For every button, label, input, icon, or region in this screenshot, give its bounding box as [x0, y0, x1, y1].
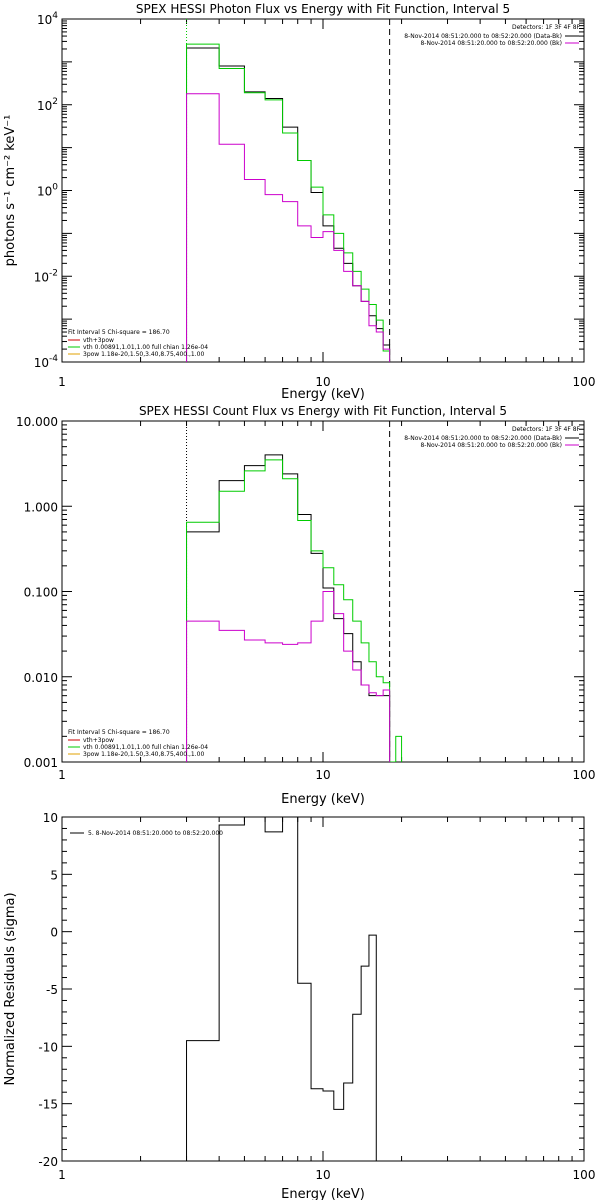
- series-3pow: [186, 591, 391, 762]
- legend-entry: 8-Nov-2014 08:51:20.000 to 08:52:20.000 …: [404, 435, 562, 442]
- series-vth+3pow: [186, 43, 391, 362]
- y-tick-label: 0.010: [24, 671, 58, 685]
- legend-title: Detectors: 1F 3F 4F 8F: [512, 426, 581, 433]
- fit-legend-entry: vth+3pow: [83, 337, 114, 344]
- y-tick-label: -20: [38, 1155, 58, 1169]
- x-tick-label: 100: [573, 768, 596, 782]
- fit-legend-entry: vth 0.00891,1.01,1.00 full chian 1.26e-0…: [83, 344, 208, 351]
- y-axis-label: Normalized Residuals (sigma): [3, 892, 18, 1085]
- y-tick-label: 0: [50, 926, 58, 940]
- y-tick-label: 0.100: [24, 586, 58, 600]
- x-axis-label: Energy (keV): [281, 792, 365, 807]
- fit-legend-entry: 3pow 1.18e-20,1.50,3.40,8.75,400.,1.00: [83, 351, 204, 358]
- fit-legend-entry: vth 0.00891,1.01,1.00 full chian 1.26e-0…: [83, 744, 208, 751]
- series-3pow: [186, 93, 391, 362]
- x-tick-label: 100: [573, 1168, 596, 1182]
- legend-entry: 8-Nov-2014 08:51:20.000 to 08:52:20.000 …: [420, 442, 562, 449]
- legend-entry: 8-Nov-2014 08:51:20.000 to 08:52:20.000 …: [420, 40, 562, 47]
- x-tick-label: 100: [573, 375, 596, 389]
- y-tick-label: -15: [38, 1098, 58, 1112]
- x-tick-label: 1: [58, 1168, 66, 1182]
- x-axis-label: Energy (keV): [281, 387, 365, 402]
- y-axis-label: photons s⁻¹ cm⁻² keV⁻¹: [3, 115, 18, 267]
- fit-legend-entry: 3pow 1.18e-20,1.50,3.40,8.75,400.,1.00: [83, 751, 204, 758]
- y-tick-label: -10: [38, 1040, 58, 1054]
- series-vth+3pow: [186, 459, 403, 762]
- x-tick-label: 1: [58, 768, 66, 782]
- fit-legend-title: Fit Interval 5 Chi-square = 186.70: [68, 329, 170, 336]
- plot-frame: [61, 816, 585, 1162]
- count-flux-panel: SPEX HESSI Count Flux vs Energy with Fit…: [16, 404, 595, 807]
- y-tick-label: 104: [37, 11, 58, 27]
- photon-flux-panel: SPEX HESSI Photon Flux vs Energy with Fi…: [3, 2, 595, 402]
- residuals-panel: 1 10 100 -20 -15 -10 -5 0 5 10 Energy (keV) Normali…: [3, 811, 595, 1200]
- y-tick-label: 1.000: [24, 500, 58, 514]
- x-tick-label: 10: [315, 1168, 330, 1182]
- y-tick-label: 0.001: [24, 756, 58, 770]
- chart-title: SPEX HESSI Photon Flux vs Energy with Fi…: [136, 2, 510, 16]
- y-tick-label: 10: [43, 811, 58, 825]
- chart-title: SPEX HESSI Count Flux vs Energy with Fit…: [139, 404, 507, 418]
- fit-legend-entry: vth+3pow: [83, 737, 114, 744]
- legend-title: Detectors: 1F 3F 4F 8F: [512, 24, 581, 31]
- residual-legend-entry: 5. 8-Nov-2014 08:51:20.000 to 08:52:20.0…: [88, 830, 223, 837]
- y-tick-label: 5: [50, 868, 58, 882]
- fit-legend-title: Fit Interval 5 Chi-square = 186.70: [68, 729, 170, 736]
- y-tick-label: 10.000: [16, 415, 58, 429]
- y-tick-label: 10-2: [34, 268, 58, 284]
- legend-entry: 8-Nov-2014 08:51:20.000 to 08:52:20.000 …: [404, 33, 562, 40]
- x-tick-label: 10: [315, 375, 330, 389]
- series-data: [186, 47, 391, 362]
- x-tick-label: 1: [58, 375, 66, 389]
- series-residuals: [186, 817, 377, 1161]
- x-axis-label: Energy (keV): [281, 1187, 365, 1200]
- y-tick-label: 100: [37, 183, 58, 199]
- x-tick-label: 10: [315, 768, 330, 782]
- series-data: [186, 454, 391, 762]
- y-tick-label: -5: [46, 983, 58, 997]
- y-tick-label: 10-4: [34, 354, 59, 370]
- y-tick-label: 102: [37, 97, 58, 113]
